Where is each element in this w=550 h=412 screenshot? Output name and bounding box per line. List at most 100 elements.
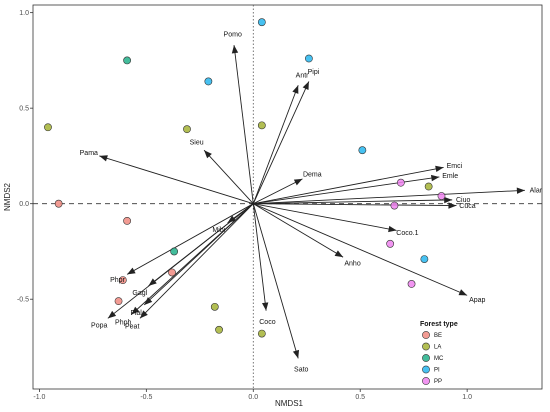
vector-arrowhead	[388, 225, 397, 233]
site-point	[44, 123, 52, 132]
legend-title: Forest type	[420, 321, 458, 328]
vector-line	[253, 203, 397, 231]
vector-line	[252, 203, 299, 359]
vector-label: Phpr	[110, 277, 125, 284]
vector-label: Peat	[125, 324, 139, 331]
x-axis-ticks: -1.0 -0.5 0.0 0.5 1.0	[33, 389, 472, 401]
site-point	[204, 77, 213, 86]
legend: Forest type BE LA MC PI PP	[420, 321, 458, 385]
y-tick-label: 0.0	[19, 201, 29, 208]
site-point	[170, 247, 179, 256]
site-point	[407, 280, 416, 288]
legend-swatch	[422, 377, 430, 385]
site-point	[183, 125, 191, 134]
vector-line	[253, 176, 440, 205]
vector-label: Alar	[530, 187, 543, 194]
site-point	[386, 239, 395, 248]
vector-label: Emci	[447, 163, 463, 170]
site-points	[44, 18, 446, 338]
vector-label: Coco.1	[396, 230, 418, 237]
vector-arrowhead	[435, 165, 444, 173]
vector-arrowhead	[204, 150, 212, 159]
vector-label: Emle	[442, 173, 458, 180]
vector-label: Dema	[303, 171, 322, 178]
x-tick-label: 1.0	[462, 394, 472, 401]
vector-arrowhead	[516, 187, 525, 194]
site-point	[390, 201, 399, 210]
vector-label: Pama	[80, 150, 98, 157]
x-tick-label: 0.0	[248, 394, 258, 401]
legend-label: PP	[434, 379, 442, 385]
vector-line	[107, 203, 254, 319]
vector-line	[252, 85, 299, 204]
site-point	[437, 192, 446, 200]
vector-label: Apap	[469, 297, 485, 304]
vector-label: Sieu	[190, 140, 204, 147]
vector-arrowhead	[99, 155, 108, 162]
vector-arrowhead	[144, 297, 153, 305]
site-point	[168, 268, 176, 277]
site-point	[424, 182, 433, 191]
site-point	[257, 329, 266, 338]
vector-arrowhead	[448, 202, 457, 209]
vector-line	[253, 189, 525, 205]
y-axis-title: NMDS2	[3, 182, 12, 211]
legend-swatch	[422, 331, 430, 339]
site-point	[114, 297, 123, 306]
site-point	[118, 276, 127, 285]
legend-swatch	[422, 342, 430, 351]
vector-line	[253, 166, 444, 205]
vector-line	[233, 45, 254, 204]
vector-label: Phph	[115, 319, 131, 326]
vector-label: Sato	[294, 366, 309, 373]
site-point	[215, 325, 223, 334]
vector-arrowhead	[107, 310, 117, 319]
vector-label: Antr	[296, 72, 310, 79]
vector-arrowhead	[292, 349, 300, 359]
vector-line	[253, 203, 344, 258]
vector-label: Ciuo	[456, 197, 471, 204]
legend-swatch	[422, 354, 430, 362]
vector-arrowhead	[293, 178, 303, 186]
vector-line	[253, 203, 457, 207]
vector-label: Coco	[259, 319, 275, 326]
vector-line	[253, 203, 468, 296]
vector-line	[131, 203, 254, 315]
vector-arrowhead	[261, 302, 269, 311]
legend-swatch	[422, 365, 430, 374]
vector-arrowhead	[139, 310, 148, 319]
y-tick-label: -0.5	[17, 297, 29, 304]
site-point	[257, 18, 266, 27]
site-point	[54, 199, 63, 208]
y-axis-ticks: -0.5 0.0 0.5 1.0	[17, 10, 33, 304]
x-tick-label: -0.5	[140, 394, 152, 401]
vector-line	[253, 199, 453, 205]
x-tick-label: -1.0	[33, 394, 45, 401]
vector-arrowhead	[444, 196, 453, 204]
legend-label: LA	[434, 345, 441, 351]
vector-arrowhead	[458, 289, 468, 296]
legend-label: PI	[434, 368, 440, 374]
vector-label: Cuca	[459, 203, 475, 210]
y-tick-label: 0.5	[19, 106, 29, 113]
vector-line	[126, 203, 254, 275]
x-tick-label: 0.5	[355, 394, 365, 401]
vector-arrowhead	[231, 45, 239, 54]
species-vectors	[99, 45, 525, 359]
vector-label: Fial	[131, 310, 143, 317]
site-point	[257, 121, 266, 130]
site-point	[420, 255, 429, 263]
vector-line	[252, 203, 267, 311]
vector-arrowhead	[302, 81, 309, 91]
vector-line	[203, 149, 254, 204]
site-point	[210, 302, 219, 311]
vector-label: Gagl	[132, 290, 147, 297]
vector-arrowhead	[292, 85, 299, 94]
vector-line	[253, 178, 303, 205]
vector-arrowhead	[148, 278, 157, 286]
legend-label: BE	[434, 333, 442, 339]
y-tick-label: 1.0	[19, 10, 29, 17]
site-point	[358, 146, 367, 155]
